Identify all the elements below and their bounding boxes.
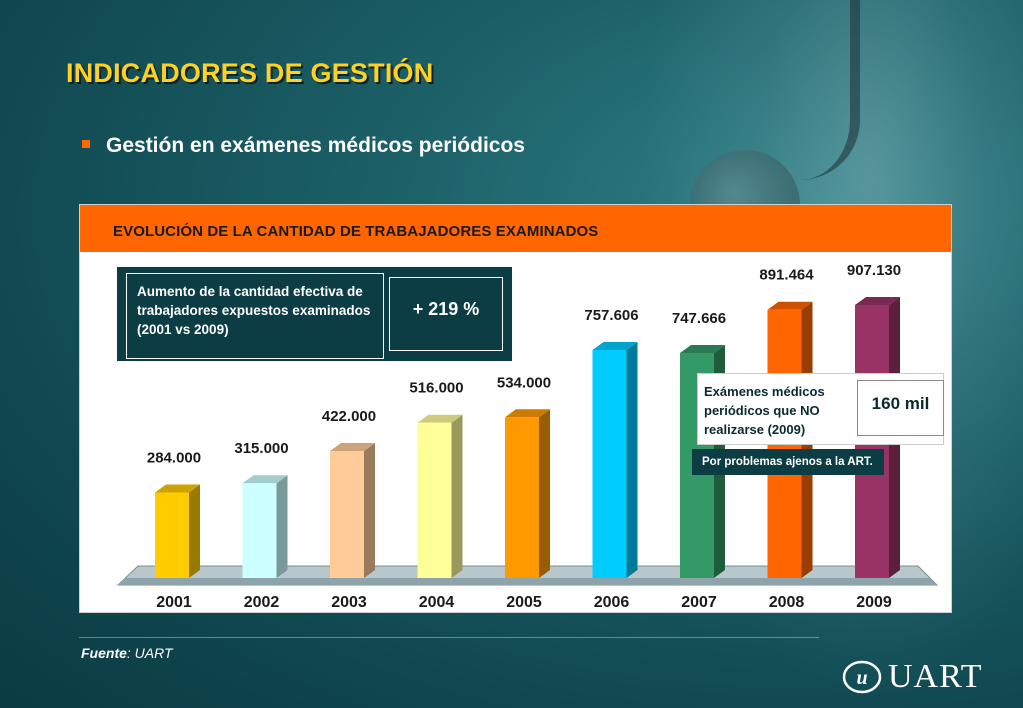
bar-side — [626, 341, 638, 578]
increase-callout-text: Aumento de la cantidad efectiva de traba… — [126, 273, 384, 359]
x-tick-label: 2008 — [769, 594, 805, 611]
bar-side — [276, 475, 288, 578]
stethoscope-tube-decoration — [780, 0, 860, 180]
x-tick-label: 2009 — [856, 594, 892, 611]
data-label: 907.130 — [847, 262, 901, 279]
x-tick-label: 2003 — [331, 594, 367, 611]
bar-top — [767, 301, 813, 310]
bar-2001 — [155, 492, 189, 578]
source-label: Fuente — [81, 645, 127, 661]
uart-logo-mark: u — [856, 667, 867, 689]
bar-side — [539, 409, 550, 578]
chart-floor-edge — [118, 578, 937, 585]
data-label: 315.000 — [234, 440, 288, 457]
bar-top — [855, 297, 900, 305]
bar-2004 — [417, 422, 452, 578]
uart-logo-icon: u — [842, 660, 882, 694]
bar-top — [242, 475, 288, 484]
data-label: 516.000 — [409, 380, 463, 397]
increase-callout — [117, 267, 512, 361]
bullet-icon — [82, 140, 90, 148]
data-label: 747.666 — [672, 310, 726, 327]
bar-top — [417, 414, 463, 423]
data-label: 757.606 — [584, 307, 638, 324]
bar-2002 — [242, 483, 277, 578]
bar-side — [189, 484, 200, 578]
page-subtitle: Gestión en exámenes médicos periódicos — [106, 134, 525, 157]
bar-2006 — [592, 349, 627, 578]
reason-note: Por problemas ajenos a la ART. — [692, 449, 884, 475]
x-tick-label: 2006 — [594, 594, 630, 611]
chart-title: EVOLUCIÓN DE LA CANTIDAD DE TRABAJADORES… — [113, 223, 599, 240]
bar-side — [451, 414, 463, 578]
increase-callout-value: + 219 % — [389, 277, 503, 351]
x-tick-label: 2007 — [681, 594, 717, 611]
bar-2005 — [505, 417, 539, 578]
bar-top — [505, 409, 550, 418]
data-label: 534.000 — [497, 374, 551, 391]
bar-top — [592, 341, 638, 350]
x-tick-label: 2004 — [419, 594, 455, 611]
data-label: 422.000 — [322, 408, 376, 425]
data-label: 284.000 — [147, 450, 201, 467]
bar-2003 — [330, 450, 364, 578]
not-done-callout-value: 160 mil — [857, 380, 944, 436]
uart-logo-text: UART — [888, 658, 983, 695]
source-note: Fuente: UART — [81, 645, 173, 661]
bar-side — [364, 442, 375, 578]
x-tick-label: 2002 — [244, 594, 280, 611]
page-title: INDICADORES DE GESTIÓN — [66, 58, 434, 88]
x-tick-label: 2005 — [506, 594, 542, 611]
chart-header — [80, 205, 951, 252]
bar-top — [155, 484, 200, 493]
bar-top — [680, 344, 725, 353]
x-tick-label: 2001 — [156, 594, 192, 611]
data-label: 891.464 — [759, 267, 814, 284]
not-done-callout-text: Exámenes médicos periódicos que NO reali… — [704, 384, 825, 437]
source-divider — [79, 637, 819, 638]
not-done-callout — [697, 373, 944, 445]
bar-top — [330, 442, 375, 451]
source-value: : UART — [126, 645, 173, 661]
